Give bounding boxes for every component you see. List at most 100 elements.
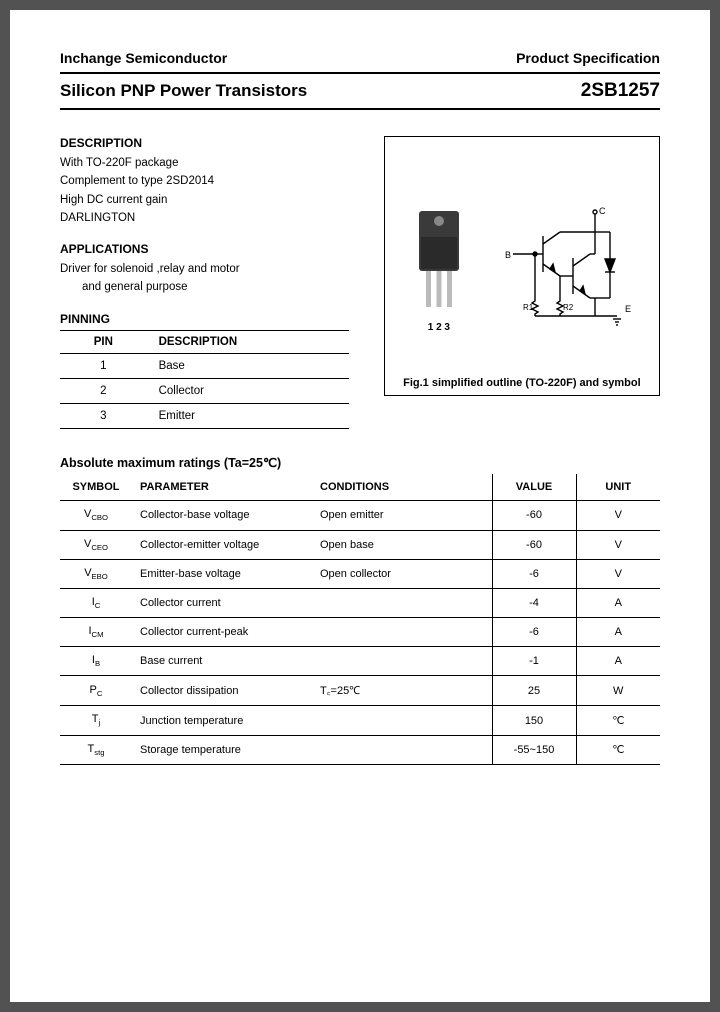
rating-symbol: ICM	[60, 618, 132, 647]
rating-parameter: Collector current-peak	[132, 618, 312, 647]
figure-box: 1 2 3	[384, 136, 660, 396]
company-name: Inchange Semiconductor	[60, 50, 227, 66]
pinning-heading: PINNING	[60, 312, 364, 326]
ratings-heading: Absolute maximum ratings (Ta=25℃)	[60, 455, 660, 470]
doc-type: Product Specification	[516, 50, 660, 66]
pin-num: 2	[60, 379, 147, 404]
rating-conditions: Open base	[312, 530, 492, 559]
rating-value: -4	[492, 588, 576, 617]
description-item: DARLINGTON	[60, 209, 364, 227]
svg-text:E: E	[625, 304, 631, 314]
pinning-col-pin: PIN	[60, 331, 147, 354]
applications-text: Driver for solenoid ,relay and motor and…	[60, 260, 364, 297]
rating-value: -55~150	[492, 735, 576, 764]
rating-unit: A	[576, 588, 660, 617]
to220f-icon	[409, 207, 469, 317]
rating-parameter: Collector current	[132, 588, 312, 617]
part-number: 2SB1257	[581, 80, 660, 102]
table-row: VEBOEmitter-base voltageOpen collector-6…	[60, 559, 660, 588]
rating-unit: A	[576, 618, 660, 647]
ratings-table: SYMBOL PARAMETER CONDITIONS VALUE UNIT V…	[60, 474, 660, 765]
ratings-col-conditions: CONDITIONS	[312, 474, 492, 501]
pin-num: 3	[60, 404, 147, 429]
rating-value: -60	[492, 530, 576, 559]
description-list: With TO-220F package Complement to type …	[60, 154, 364, 228]
table-row: IBBase current-1A	[60, 647, 660, 676]
pin-desc: Emitter	[147, 404, 349, 429]
rating-symbol: VCEO	[60, 530, 132, 559]
page-header: Inchange Semiconductor Product Specifica…	[60, 50, 660, 66]
rating-value: -6	[492, 618, 576, 647]
figure-caption: Fig.1 simplified outline (TO-220F) and s…	[391, 377, 653, 389]
darlington-symbol-icon: B C E R1 R2	[505, 204, 635, 334]
description-item: With TO-220F package	[60, 154, 364, 172]
rating-symbol: Tj	[60, 706, 132, 735]
rating-conditions	[312, 735, 492, 764]
description-heading: DESCRIPTION	[60, 136, 364, 150]
rating-unit: W	[576, 676, 660, 706]
rating-conditions	[312, 588, 492, 617]
rating-unit: V	[576, 501, 660, 530]
rating-parameter: Collector-emitter voltage	[132, 530, 312, 559]
rating-conditions: Open emitter	[312, 501, 492, 530]
rating-conditions: T꜀=25℃	[312, 676, 492, 706]
rating-symbol: IB	[60, 647, 132, 676]
table-row: ICCollector current -4A	[60, 588, 660, 617]
rating-conditions	[312, 647, 492, 676]
ratings-col-value: VALUE	[492, 474, 576, 501]
rating-conditions	[312, 618, 492, 647]
svg-text:C: C	[599, 206, 606, 216]
rating-value: -60	[492, 501, 576, 530]
schematic-symbol: B C E R1 R2	[505, 204, 635, 337]
pin-num: 1	[60, 354, 147, 379]
rating-parameter: Collector-base voltage	[132, 501, 312, 530]
figure-content: 1 2 3	[391, 147, 653, 377]
table-row: VCBOCollector-base voltageOpen emitter-6…	[60, 501, 660, 530]
rating-value: 150	[492, 706, 576, 735]
description-item: High DC current gain	[60, 191, 364, 209]
left-column: DESCRIPTION With TO-220F package Complem…	[60, 136, 364, 429]
right-column: 1 2 3	[384, 136, 660, 429]
pin-labels: 1 2 3	[409, 322, 469, 333]
applications-line2: and general purpose	[60, 278, 364, 296]
rating-value: 25	[492, 676, 576, 706]
table-row: TstgStorage temperature -55~150℃	[60, 735, 660, 764]
applications-heading: APPLICATIONS	[60, 242, 364, 256]
pin-desc: Base	[147, 354, 349, 379]
table-row: VCEOCollector-emitter voltageOpen base-6…	[60, 530, 660, 559]
pinning-col-desc: DESCRIPTION	[147, 331, 349, 354]
rating-unit: V	[576, 530, 660, 559]
table-row: ICMCollector current-peak -6A	[60, 618, 660, 647]
table-row: 1 Base	[60, 354, 349, 379]
svg-text:R2: R2	[563, 303, 574, 312]
rating-parameter: Emitter-base voltage	[132, 559, 312, 588]
rating-symbol: PC	[60, 676, 132, 706]
pin-desc: Collector	[147, 379, 349, 404]
applications-line1: Driver for solenoid ,relay and motor	[60, 263, 240, 275]
upper-columns: DESCRIPTION With TO-220F package Complem…	[60, 136, 660, 429]
ratings-col-unit: UNIT	[576, 474, 660, 501]
package-outline: 1 2 3	[409, 207, 469, 333]
product-title: Silicon PNP Power Transistors	[60, 81, 307, 101]
rating-symbol: Tstg	[60, 735, 132, 764]
rating-unit: ℃	[576, 706, 660, 735]
rating-parameter: Junction temperature	[132, 706, 312, 735]
datasheet-page: Inchange Semiconductor Product Specifica…	[10, 10, 710, 1002]
rating-symbol: IC	[60, 588, 132, 617]
table-row: 3 Emitter	[60, 404, 349, 429]
table-row: 2 Collector	[60, 379, 349, 404]
description-item: Complement to type 2SD2014	[60, 172, 364, 190]
rating-unit: ℃	[576, 735, 660, 764]
rating-parameter: Base current	[132, 647, 312, 676]
rating-symbol: VEBO	[60, 559, 132, 588]
ratings-col-parameter: PARAMETER	[132, 474, 312, 501]
svg-text:R1: R1	[523, 303, 534, 312]
rating-value: -1	[492, 647, 576, 676]
rating-parameter: Collector dissipation	[132, 676, 312, 706]
ratings-col-symbol: SYMBOL	[60, 474, 132, 501]
rating-symbol: VCBO	[60, 501, 132, 530]
title-bar: Silicon PNP Power Transistors 2SB1257	[60, 72, 660, 110]
rating-value: -6	[492, 559, 576, 588]
rating-parameter: Storage temperature	[132, 735, 312, 764]
table-row: PCCollector dissipationT꜀=25℃25W	[60, 676, 660, 706]
